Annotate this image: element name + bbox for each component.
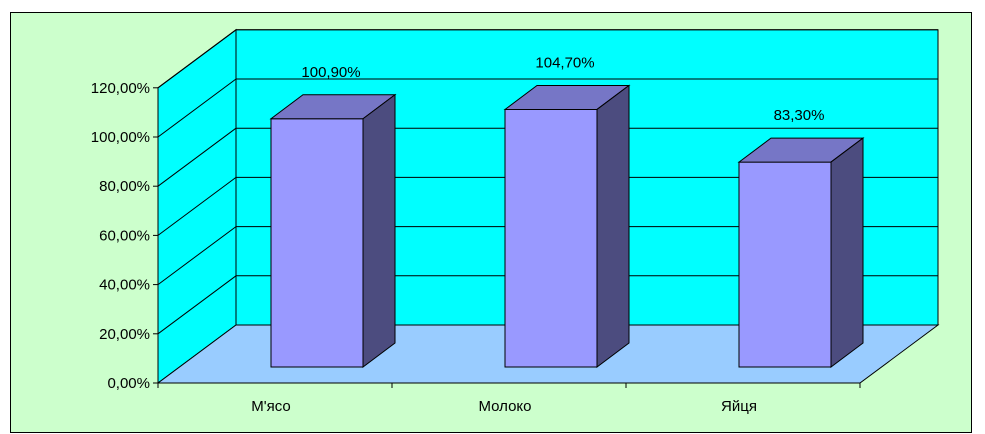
- gridline-side: [157, 275, 237, 335]
- category-label: Молоко: [478, 398, 531, 415]
- data-label: 83,30%: [774, 107, 825, 124]
- bar-front: [270, 118, 364, 368]
- gridline-side: [157, 29, 237, 89]
- data-label: 100,90%: [301, 64, 360, 81]
- bar-side: [362, 93, 396, 368]
- bar-front: [504, 108, 598, 368]
- data-label: 104,70%: [535, 54, 594, 71]
- gridline-side: [157, 226, 237, 286]
- y-tick-label: 40,00%: [99, 277, 150, 294]
- gridline-side: [157, 127, 237, 187]
- gridline-side: [157, 176, 237, 236]
- bar-front: [738, 161, 832, 368]
- bars: [269, 84, 865, 368]
- y-tick-label: 0,00%: [107, 375, 150, 392]
- y-tick-label: 60,00%: [99, 227, 150, 244]
- y-tick-label: 20,00%: [99, 326, 150, 343]
- y-tick-label: 120,00%: [91, 80, 150, 97]
- category-label: Яйця: [721, 398, 757, 415]
- axes: [153, 87, 861, 388]
- labels: 0,00% 20,00% 40,00% 60,00% 80,00% 100,00% 120,…: [91, 54, 825, 415]
- y-tick-label: 100,00%: [91, 129, 150, 146]
- category-label: М'ясо: [251, 398, 291, 415]
- bar-side: [596, 84, 630, 368]
- gridline-side: [157, 78, 237, 138]
- bar-side: [830, 137, 864, 368]
- y-tick-label: 80,00%: [99, 178, 150, 195]
